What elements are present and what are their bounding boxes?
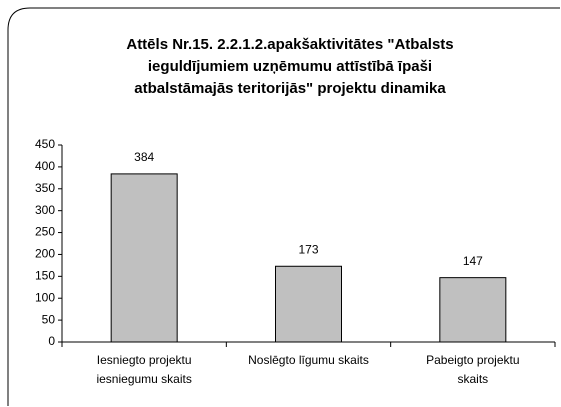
y-tick-label: 0 bbox=[48, 334, 55, 348]
y-tick-label: 400 bbox=[35, 159, 55, 173]
x-tick-label: Noslēgto līgumu skaits bbox=[248, 353, 369, 367]
bar bbox=[275, 265, 342, 343]
x-tick-label: Iesniegto projektu iesniegumu skaits bbox=[96, 353, 191, 386]
bar bbox=[110, 173, 178, 343]
y-tick-label: 300 bbox=[35, 203, 55, 217]
y-tick-label: 200 bbox=[35, 247, 55, 261]
bar bbox=[439, 277, 507, 343]
data-label: 173 bbox=[298, 242, 318, 256]
data-label: 384 bbox=[134, 150, 154, 164]
y-tick-label: 450 bbox=[35, 137, 55, 151]
x-tick-label: Pabeigto projektu skaits bbox=[426, 353, 519, 386]
y-tick-label: 150 bbox=[35, 269, 55, 283]
y-tick-label: 250 bbox=[35, 225, 55, 239]
y-tick-label: 100 bbox=[35, 290, 55, 304]
chart-frame bbox=[7, 7, 560, 406]
y-tick-label: 50 bbox=[42, 312, 56, 326]
data-label: 147 bbox=[463, 254, 483, 268]
chart-title: Attēls Nr.15. 2.2.1.2.apakšaktivitātes "… bbox=[126, 36, 453, 97]
y-tick-label: 350 bbox=[35, 181, 55, 195]
